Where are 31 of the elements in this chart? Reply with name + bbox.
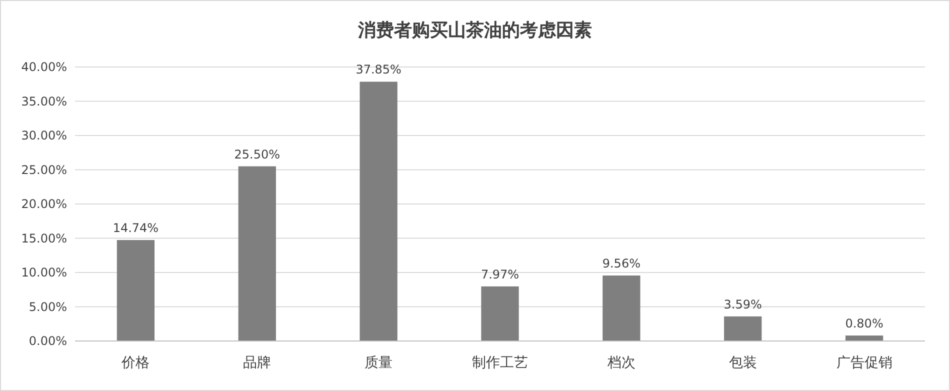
bar [724,316,762,341]
bar [481,286,519,341]
bar [360,82,398,341]
y-tick-label: 30.00% [21,128,67,143]
y-tick-label: 25.00% [21,162,67,177]
x-tick-label: 价格 [120,355,150,371]
y-tick-label: 40.00% [21,60,67,74]
x-tick-label: 质量 [364,355,393,371]
y-tick-label: 20.00% [21,197,67,212]
data-label: 0.80% [845,316,884,331]
x-tick-label: 广告促销 [836,355,892,371]
bar [116,240,155,341]
y-tick-label: 10.00% [21,266,67,280]
data-label: 25.50% [234,147,280,162]
x-tick-label: 品牌 [243,355,272,371]
x-tick-label: 档次 [606,355,636,371]
bar [845,336,884,341]
data-label: 37.85% [356,62,402,77]
y-tick-label: 5.00% [28,300,67,314]
data-label: 9.56% [602,256,640,271]
y-tick-label: 35.00% [21,94,67,108]
data-label: 14.74% [112,221,159,236]
y-tick-label: 0.00% [28,334,67,348]
data-label: 7.97% [480,267,520,282]
y-tick-label: 15.00% [21,231,67,246]
data-label: 3.59% [724,297,762,312]
x-tick-label: 制作工艺 [472,355,528,371]
bar [238,166,276,341]
bar [602,276,640,341]
chart-title: 消费者购买山茶油的考虑因素 [357,20,592,41]
x-tick-label: 包装 [728,355,757,371]
